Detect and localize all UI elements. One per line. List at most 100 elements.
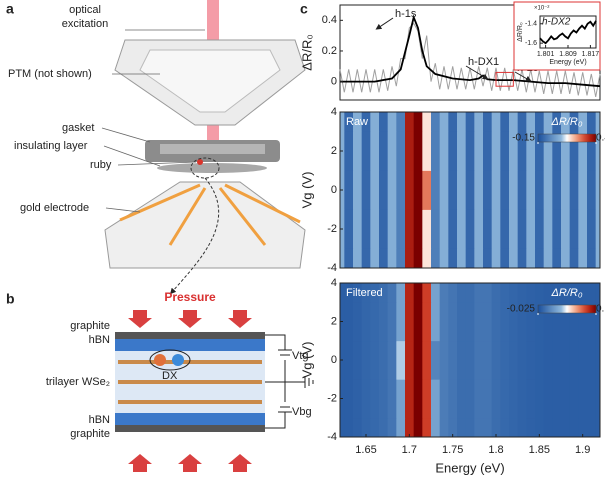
insulating-layer bbox=[157, 163, 267, 173]
cell bbox=[344, 170, 354, 210]
cell bbox=[448, 170, 458, 210]
cell bbox=[569, 112, 579, 132]
cell bbox=[370, 417, 380, 437]
cell bbox=[370, 248, 380, 268]
cell bbox=[405, 112, 415, 132]
cell bbox=[353, 209, 363, 249]
cell bbox=[578, 283, 588, 303]
cell bbox=[405, 417, 415, 437]
x-tick-label: 1.9 bbox=[575, 444, 590, 456]
cell bbox=[396, 379, 406, 419]
cell bbox=[552, 417, 562, 437]
cell bbox=[344, 112, 354, 132]
electrodes bbox=[119, 183, 301, 246]
cell bbox=[431, 248, 441, 268]
cell bbox=[587, 417, 597, 437]
cell bbox=[457, 283, 467, 303]
cell bbox=[595, 283, 600, 303]
vbg-label: Vbg bbox=[292, 406, 312, 418]
cell bbox=[387, 302, 397, 342]
cell bbox=[361, 283, 371, 303]
label: gold electrode bbox=[20, 202, 89, 214]
panel-a: a optical excitation PTM (not shown) gas… bbox=[6, 0, 306, 295]
cell bbox=[500, 302, 510, 342]
cell bbox=[483, 170, 493, 210]
cell bbox=[465, 209, 475, 249]
panel-tag: c bbox=[300, 1, 308, 17]
cell bbox=[543, 112, 553, 132]
cell bbox=[569, 417, 579, 437]
cell bbox=[387, 340, 397, 380]
cell bbox=[387, 131, 397, 171]
inset-title: h-DX2 bbox=[542, 17, 571, 28]
cell bbox=[396, 283, 406, 303]
cell bbox=[474, 209, 484, 249]
cell bbox=[509, 379, 519, 419]
cell bbox=[509, 302, 519, 342]
heatmap bbox=[340, 112, 600, 268]
y-tick-label: 2 bbox=[331, 315, 337, 327]
cell bbox=[448, 283, 458, 303]
cell bbox=[535, 131, 545, 171]
cell bbox=[405, 170, 415, 210]
zoom-box bbox=[495, 71, 514, 87]
cell bbox=[465, 340, 475, 380]
cell bbox=[448, 131, 458, 171]
ruby bbox=[197, 159, 203, 165]
cell bbox=[500, 131, 510, 171]
x-tick-label: 1.85 bbox=[529, 444, 550, 456]
cell bbox=[578, 340, 588, 380]
cell bbox=[413, 209, 423, 249]
cell bbox=[457, 112, 467, 132]
colorbar-title: ΔR/R₀ bbox=[551, 287, 583, 299]
cell bbox=[500, 170, 510, 210]
cell bbox=[535, 209, 545, 249]
cell bbox=[344, 248, 354, 268]
cell bbox=[552, 283, 562, 303]
leader bbox=[103, 145, 161, 167]
x-tick-label: 1.8 bbox=[488, 444, 503, 456]
cell bbox=[474, 170, 484, 210]
cell bbox=[552, 379, 562, 419]
cell bbox=[517, 209, 527, 249]
batteries bbox=[265, 349, 292, 413]
cell bbox=[491, 340, 501, 380]
cell bbox=[526, 112, 536, 132]
cell bbox=[431, 417, 441, 437]
cell bbox=[379, 283, 389, 303]
cell bbox=[431, 283, 441, 303]
cell bbox=[370, 170, 380, 210]
cell bbox=[353, 131, 363, 171]
cell bbox=[517, 340, 527, 380]
cell bbox=[552, 302, 562, 342]
cell bbox=[595, 417, 600, 437]
annotation-arrow bbox=[375, 17, 394, 30]
cell bbox=[439, 248, 449, 268]
cell bbox=[353, 112, 363, 132]
label: excitation bbox=[62, 18, 108, 30]
dx-label: DX bbox=[162, 370, 178, 382]
cell bbox=[552, 340, 562, 380]
cell bbox=[517, 170, 527, 210]
cell bbox=[448, 248, 458, 268]
cell bbox=[370, 209, 380, 249]
cell bbox=[439, 131, 449, 171]
cell bbox=[413, 379, 423, 419]
cell bbox=[578, 302, 588, 342]
y-tick-label: -1.6 bbox=[525, 40, 537, 47]
cell bbox=[517, 417, 527, 437]
cell bbox=[509, 248, 519, 268]
cell bbox=[595, 248, 600, 268]
series-line bbox=[340, 14, 601, 88]
cell bbox=[439, 112, 449, 132]
colorbar-tick-label: 0.15 bbox=[596, 304, 605, 315]
label: insulating layer bbox=[14, 140, 88, 152]
cell bbox=[569, 302, 579, 342]
cell bbox=[344, 283, 354, 303]
cell bbox=[422, 302, 432, 342]
cell bbox=[543, 170, 553, 210]
y-axis-label: Vg (V) bbox=[299, 342, 314, 379]
vtg-label: Vtg bbox=[292, 350, 309, 362]
cell bbox=[387, 170, 397, 210]
cell bbox=[561, 248, 571, 268]
